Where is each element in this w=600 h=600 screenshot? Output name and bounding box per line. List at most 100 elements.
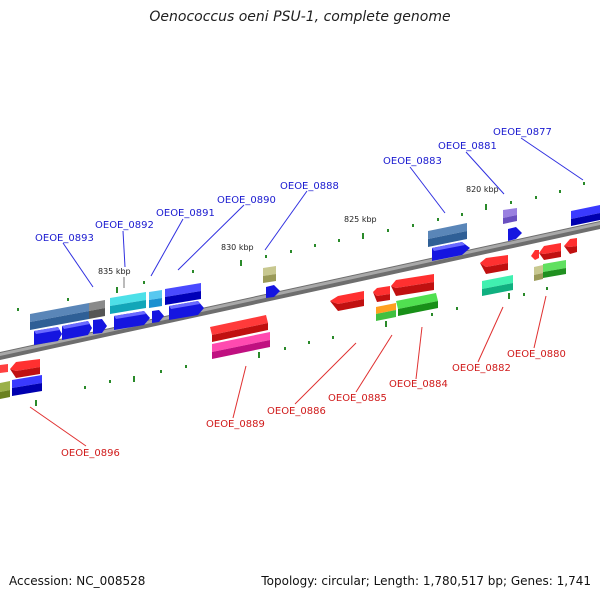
gene-red-0880-1	[531, 250, 539, 260]
gene-red-0882	[480, 255, 508, 274]
leader-OEOE_0886	[294, 342, 357, 405]
gene-blue-small-0888	[266, 285, 280, 298]
leader-OEOE_0889	[232, 365, 247, 419]
tick-mark	[35, 400, 37, 406]
tick-mark	[338, 239, 340, 242]
tick-mark	[535, 196, 537, 199]
scale-label-835: 835 kbp	[98, 267, 131, 276]
gene-orange-0885	[376, 303, 396, 314]
gene-blue-arrow-1	[34, 327, 62, 345]
leader-OEOE_0883	[409, 166, 446, 214]
gene-label-OEOE_0889: OEOE_0889	[206, 419, 265, 430]
gene-label-OEOE_0896: OEOE_0896	[61, 448, 120, 459]
gene-steelblue-2	[62, 303, 89, 324]
tick-mark	[109, 380, 111, 383]
gene-red-0880-3	[564, 238, 577, 254]
tick-mark	[192, 270, 194, 273]
tick-mark	[258, 352, 260, 358]
gene-label-OEOE_0891: OEOE_0891	[156, 208, 215, 219]
tick-mark	[437, 218, 439, 221]
gene-red-0889	[210, 315, 268, 342]
gene-blue-arrow-0883	[432, 242, 470, 261]
tick-mark	[412, 224, 414, 227]
gene-label-OEOE_0892: OEOE_0892	[95, 220, 154, 231]
scale-label-825: 825 kbp	[344, 215, 377, 224]
tick-mark	[461, 213, 463, 216]
tick-mark	[387, 229, 389, 232]
gene-green-0885	[376, 310, 396, 321]
tick-mark	[116, 287, 118, 293]
bottom-gene-labels: OEOE_0896 OEOE_0889 OEOE_0886 OEOE_0885 …	[61, 349, 566, 459]
forward-strand-genes	[30, 205, 600, 345]
gene-green-0880	[543, 260, 566, 278]
leader-OEOE_0891	[150, 218, 184, 277]
label-leader-lines	[29, 137, 584, 447]
gene-red-left-1	[0, 364, 8, 373]
tick-mark	[485, 204, 487, 210]
gene-gray	[89, 300, 105, 319]
gene-label-OEOE_0886: OEOE_0886	[267, 406, 326, 417]
tick-mark	[290, 250, 292, 253]
tick-mark	[523, 293, 525, 296]
tick-mark	[385, 321, 387, 327]
leader-OEOE_0880	[533, 295, 547, 349]
leader-OEOE_0893	[62, 242, 94, 288]
tick-mark	[583, 182, 585, 185]
tick-mark	[143, 281, 145, 284]
scale-ticks	[17, 182, 585, 406]
gene-red-0885	[373, 286, 390, 302]
accession-text: Accession: NC_008528	[9, 574, 146, 588]
tick-mark	[510, 201, 512, 204]
leader-OEOE_0877	[520, 137, 584, 181]
gene-blue-0891	[165, 283, 201, 305]
gene-label-OEOE_0890: OEOE_0890	[217, 195, 276, 206]
gene-steelblue-0883	[428, 223, 467, 247]
scale-labels: 835 kbp 830 kbp 825 kbp 820 kbp	[98, 185, 499, 288]
reverse-strand-genes	[0, 238, 577, 399]
gene-steelblue-1	[30, 308, 62, 330]
gene-cyan-1	[110, 292, 146, 314]
scale-label-820: 820 kbp	[466, 185, 499, 194]
gene-label-OEOE_0880: OEOE_0880	[507, 349, 566, 360]
leader-OEOE_0896	[29, 406, 87, 447]
tick-mark	[265, 255, 267, 258]
gene-olive-left	[0, 381, 10, 399]
tick-mark	[84, 386, 86, 389]
gene-label-OEOE_0883: OEOE_0883	[383, 156, 442, 167]
gene-blue-arrow-6	[169, 301, 204, 320]
gene-cyan-2	[149, 290, 162, 308]
tick-mark	[133, 376, 135, 382]
tick-mark	[308, 341, 310, 344]
tick-mark	[332, 336, 334, 339]
gene-red-left-2	[10, 359, 40, 378]
gene-pink-0889	[212, 332, 270, 359]
tick-mark	[508, 293, 510, 299]
tick-mark	[240, 260, 242, 266]
genome-summary-text: Topology: circular; Length: 1,780,517 bp…	[261, 574, 591, 588]
gene-label-OEOE_0882: OEOE_0882	[452, 363, 511, 374]
scale-label-830: 830 kbp	[221, 243, 254, 252]
gene-blue-left-lower	[12, 375, 42, 396]
leader-OEOE_0885	[355, 334, 393, 393]
gene-khaki-0880	[534, 265, 543, 281]
tick-mark	[67, 298, 69, 301]
tick-mark	[284, 347, 286, 350]
tick-mark	[17, 308, 19, 311]
genome-title: Oenococcus oeni PSU-1, complete genome	[149, 9, 451, 25]
gene-label-OEOE_0881: OEOE_0881	[438, 141, 497, 152]
gene-label-OEOE_0893: OEOE_0893	[35, 233, 94, 244]
gene-label-OEOE_0877: OEOE_0877	[493, 127, 552, 138]
gene-label-OEOE_0885: OEOE_0885	[328, 393, 387, 404]
gene-red-0884	[391, 274, 434, 296]
tick-mark	[314, 244, 316, 247]
gene-blue-small-0881	[508, 227, 522, 241]
tick-mark	[431, 313, 433, 316]
tick-mark	[185, 365, 187, 368]
gene-blue-arrow-4	[114, 311, 150, 330]
gene-blue-arrow-3	[93, 319, 107, 334]
tick-mark	[559, 190, 561, 193]
gene-red-0886	[330, 291, 364, 311]
gene-aquamarine-0882	[482, 275, 513, 296]
